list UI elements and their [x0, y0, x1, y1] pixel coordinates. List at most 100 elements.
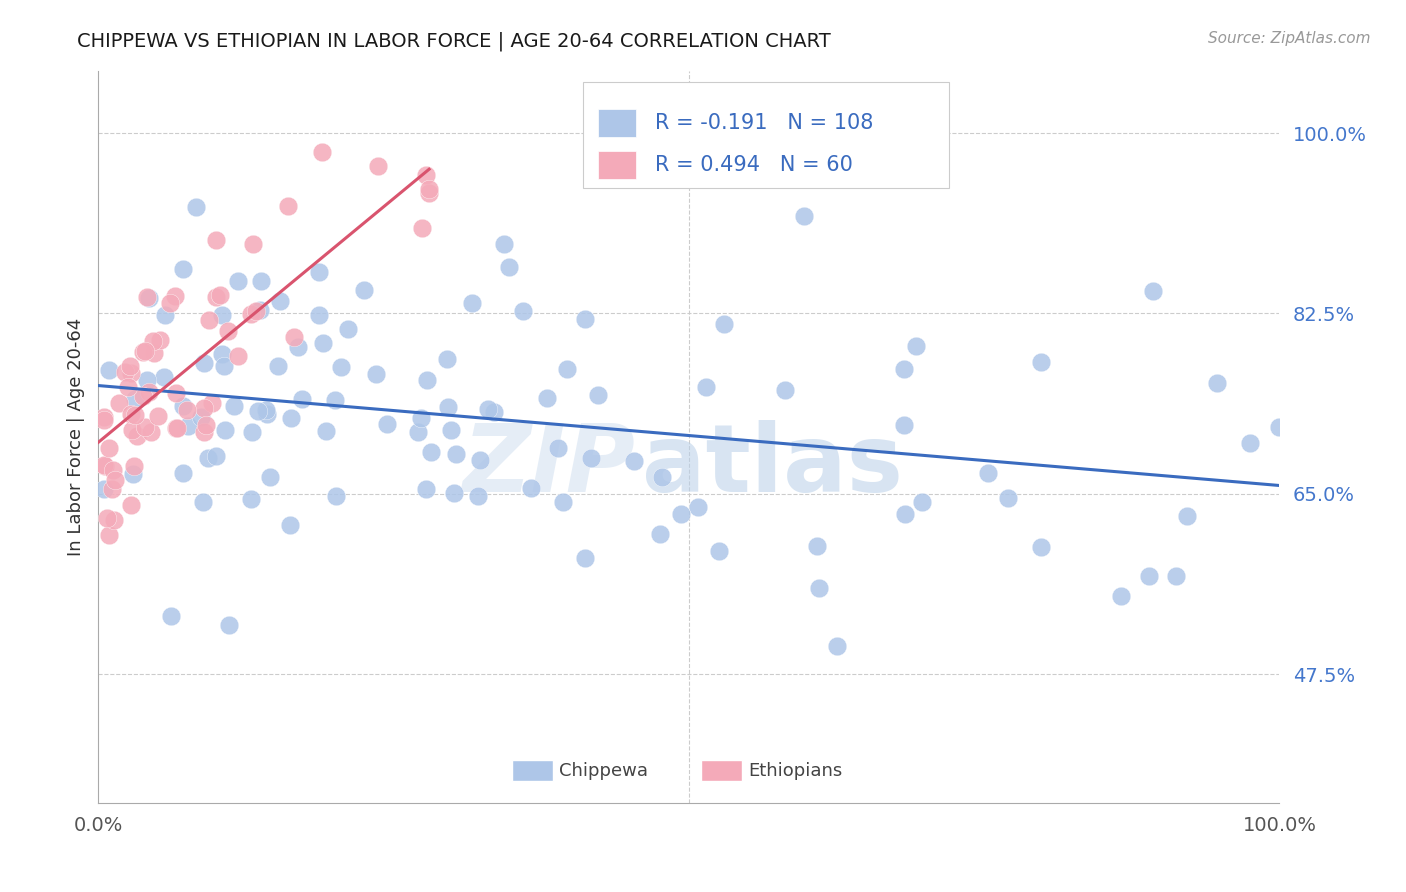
Point: [446, 447, 468, 461]
Point: [406, 425, 429, 440]
Point: [648, 527, 671, 541]
Point: [436, 352, 458, 367]
FancyBboxPatch shape: [512, 760, 553, 780]
Point: [623, 454, 645, 468]
Point: [172, 466, 194, 480]
Point: [132, 389, 155, 403]
Text: CHIPPEWA VS ETHIOPIAN IN LABOR FORCE | AGE 20-64 CORRELATION CHART: CHIPPEWA VS ETHIOPIAN IN LABOR FORCE | A…: [77, 31, 831, 51]
Point: [163, 289, 186, 303]
Point: [214, 423, 236, 437]
Point: [245, 303, 267, 318]
Point: [1137, 569, 1160, 583]
Point: [977, 467, 1000, 481]
Point: [904, 339, 927, 353]
Point: [93, 458, 115, 472]
Point: [1109, 589, 1132, 603]
Point: [165, 421, 187, 435]
Point: [250, 274, 273, 288]
Point: [120, 499, 142, 513]
Point: [325, 489, 347, 503]
Point: [93, 413, 115, 427]
Text: Source: ZipAtlas.com: Source: ZipAtlas.com: [1208, 31, 1371, 46]
Point: [172, 262, 194, 277]
FancyBboxPatch shape: [582, 82, 949, 188]
Point: [240, 307, 263, 321]
Point: [190, 410, 212, 425]
Point: [191, 495, 214, 509]
Point: [124, 408, 146, 422]
Point: [146, 409, 169, 423]
Text: R = -0.191   N = 108: R = -0.191 N = 108: [655, 113, 873, 133]
Point: [283, 330, 305, 344]
Point: [555, 362, 578, 376]
Point: [240, 425, 263, 440]
Point: [416, 373, 439, 387]
Point: [254, 402, 277, 417]
Point: [211, 347, 233, 361]
Point: [337, 321, 360, 335]
Point: [409, 410, 432, 425]
Point: [686, 500, 709, 515]
Point: [1029, 540, 1052, 554]
Point: [120, 359, 142, 373]
Point: [97, 363, 120, 377]
Point: [418, 182, 440, 196]
Point: [93, 482, 115, 496]
Point: [117, 379, 139, 393]
FancyBboxPatch shape: [700, 760, 742, 780]
Point: [893, 418, 915, 433]
Text: atlas: atlas: [641, 420, 903, 512]
Point: [122, 458, 145, 473]
Point: [773, 383, 796, 397]
Point: [141, 425, 163, 439]
Point: [114, 365, 136, 379]
Point: [172, 399, 194, 413]
Point: [97, 528, 120, 542]
Point: [793, 210, 815, 224]
Point: [492, 236, 515, 251]
Point: [287, 340, 309, 354]
Point: [695, 380, 717, 394]
Point: [96, 511, 118, 525]
FancyBboxPatch shape: [598, 151, 636, 179]
Text: R = 0.494   N = 60: R = 0.494 N = 60: [655, 155, 852, 175]
Point: [440, 423, 463, 437]
Point: [669, 508, 692, 522]
Point: [713, 318, 735, 332]
Point: [205, 234, 228, 248]
Point: [100, 482, 122, 496]
Point: [315, 424, 337, 438]
Point: [208, 288, 231, 302]
Point: [278, 518, 301, 533]
Point: [166, 421, 188, 435]
Point: [134, 343, 156, 358]
Point: [512, 304, 534, 318]
Point: [586, 387, 609, 401]
Point: [142, 334, 165, 349]
Point: [211, 308, 233, 322]
Point: [226, 275, 249, 289]
Point: [367, 159, 389, 173]
Point: [103, 513, 125, 527]
Point: [205, 290, 228, 304]
Point: [312, 336, 335, 351]
Point: [205, 450, 228, 464]
Point: [166, 385, 188, 400]
Point: [277, 199, 299, 213]
Point: [124, 392, 146, 406]
Point: [308, 309, 330, 323]
Point: [246, 404, 269, 418]
Point: [437, 400, 460, 414]
Point: [149, 333, 172, 347]
Point: [138, 385, 160, 400]
Point: [269, 293, 291, 308]
Point: [197, 450, 219, 465]
Point: [461, 295, 484, 310]
Point: [176, 402, 198, 417]
Point: [291, 392, 314, 406]
Point: [997, 491, 1019, 505]
Point: [484, 405, 506, 419]
Point: [1031, 354, 1053, 368]
Point: [104, 473, 127, 487]
Point: [470, 453, 492, 467]
